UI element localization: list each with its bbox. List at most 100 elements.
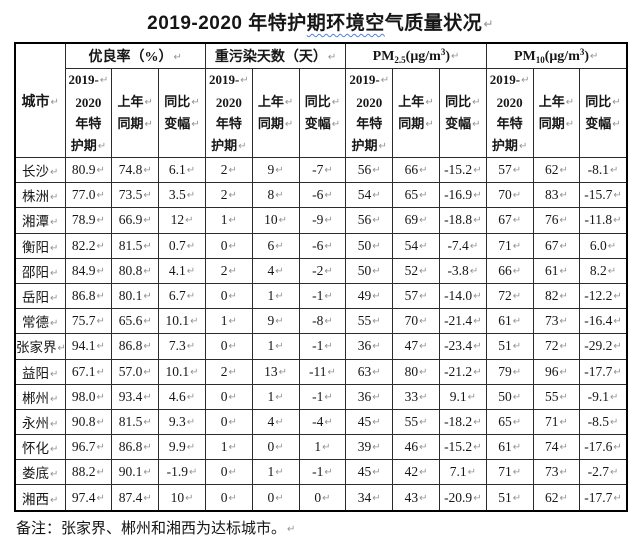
cell-value: 94.1↵ — [64, 333, 113, 360]
paragraph-mark: ↵ — [143, 215, 152, 227]
paragraph-mark: ↵ — [143, 190, 152, 202]
cell-value: 80.8↵ — [111, 257, 160, 284]
cell-text: -7.4 — [447, 237, 469, 253]
cell-text: 7.3 — [168, 338, 186, 354]
paragraph-mark: ↵ — [228, 265, 237, 277]
paragraph-mark: ↵ — [512, 265, 522, 277]
cell-city: 衡阳↵ — [14, 232, 66, 259]
cell-text: -21.2 — [444, 363, 473, 379]
cell-text: 变幅 — [585, 116, 612, 131]
paragraph-mark: ↵ — [50, 368, 59, 380]
cell-text: 83 — [544, 187, 559, 203]
cell-value: 0.7↵ — [158, 232, 206, 259]
cell-value: 67.1↵ — [64, 358, 113, 385]
cell-text: 3 — [440, 47, 446, 57]
table-row-益阳: 益阳↵ 67.1↵ 57.0↵ 10.1↵ 2↵ 13↵ -11↵ 63↵ 80↵ -21.2↵ 7… — [14, 358, 628, 385]
sub-header-pm10-yoy-change: 同比↵ 变幅↵ — [579, 68, 628, 158]
paragraph-mark: ↵ — [419, 291, 428, 303]
cell-value: 73↵ — [532, 459, 581, 486]
cell-value: 0↵ — [204, 282, 253, 310]
cell-text: 衡阳 — [22, 239, 50, 255]
cell-value: 62↵ — [532, 156, 581, 184]
paragraph-mark: ↵ — [144, 96, 153, 108]
paragraph-mark: ↵ — [559, 416, 568, 428]
cell-text: 2020 — [496, 94, 523, 110]
paragraph-mark: ↵ — [228, 391, 237, 403]
paragraph-mark: ↵ — [613, 442, 622, 454]
paragraph-mark: ↵ — [240, 75, 249, 86]
paragraph-mark: ↵ — [185, 215, 194, 227]
cell-value: 96.7↵ — [64, 434, 113, 461]
cell-text: 0 — [267, 489, 275, 505]
paragraph-mark: ↵ — [512, 190, 522, 202]
paragraph-mark: ↵ — [324, 416, 333, 428]
cell-value: -11.8↵ — [579, 207, 628, 234]
paragraph-mark: ↵ — [559, 467, 568, 479]
table-row-怀化: 怀化↵ 96.7↵ 86.8↵ 9.9↵ 1↵ 0↵ 1↵ 39↵ 46↵ -15.2↵ 61↵ 74… — [14, 434, 628, 461]
cell-value: 65.6↵ — [111, 308, 160, 335]
cell-text: 邵阳 — [22, 264, 50, 280]
cell-text: 46 — [404, 439, 419, 455]
cell-text: 株洲 — [22, 189, 50, 205]
sub-header-pm25-special-period: 2019-↵ 2020 年特 护期↵ — [345, 68, 394, 158]
paragraph-mark: ↵ — [331, 119, 341, 130]
cell-city: 娄底↵ — [14, 459, 66, 486]
cell-value: 81.5↵ — [111, 408, 160, 436]
cell-value: -17.7↵ — [579, 484, 628, 512]
title-text-post: 气质量状况 — [384, 13, 483, 34]
cell-value: 66↵ — [485, 257, 534, 284]
paragraph-mark: ↵ — [473, 492, 482, 504]
cell-text: 6.7 — [168, 288, 186, 304]
cell-text: 66.9 — [118, 212, 143, 228]
cell-text: -11.8 — [584, 212, 613, 228]
paragraph-mark: ↵ — [50, 267, 59, 279]
cell-text: 82 — [544, 288, 559, 304]
cell-value: -6↵ — [298, 182, 347, 209]
paragraph-mark: ↵ — [372, 366, 381, 378]
paragraph-mark: ↵ — [419, 265, 428, 277]
paragraph-mark: ↵ — [419, 366, 428, 378]
paragraph-mark: ↵ — [559, 391, 568, 403]
cell-text: -4 — [312, 413, 324, 429]
cell-text: -15.7 — [584, 187, 613, 203]
cell-value: -17.6↵ — [579, 434, 628, 461]
paragraph-mark: ↵ — [372, 442, 381, 454]
paragraph-mark: ↵ — [228, 291, 237, 303]
cell-text: 年特 — [75, 116, 102, 131]
paragraph-mark: ↵ — [512, 366, 522, 378]
cell-text: 1 — [220, 212, 228, 228]
cell-value: 97.4↵ — [64, 484, 113, 512]
cell-text: 33 — [404, 388, 419, 404]
sub-header-heavy-pollution-days-yoy-change: 同比↵ 变幅↵ — [298, 68, 347, 158]
cell-text: 10.1 — [165, 363, 190, 379]
cell-text: 42 — [404, 464, 419, 480]
paragraph-mark: ↵ — [473, 190, 482, 202]
cell-text: 护期 — [211, 137, 238, 153]
cell-text: 55 — [357, 313, 372, 329]
cell-text: 1 — [267, 288, 275, 304]
sub-header-pm10-special-period: 2019-↵ 2020 年特 护期↵ — [485, 68, 534, 158]
cell-text: 75.7 — [71, 313, 96, 329]
cell-value: 0↵ — [251, 434, 300, 461]
cell-value: 10↵ — [158, 484, 206, 512]
paragraph-mark: ↵ — [50, 167, 59, 179]
cell-value: 1↵ — [204, 434, 253, 461]
cell-value: 0↵ — [298, 484, 347, 512]
paragraph-mark: ↵ — [425, 119, 434, 130]
paragraph-mark: ↵ — [50, 242, 59, 254]
cell-text: 66 — [404, 162, 419, 178]
cell-city: 岳阳↵ — [14, 282, 66, 310]
cell-value: -4↵ — [298, 408, 347, 436]
paragraph-mark: ↵ — [324, 391, 333, 403]
cell-text: 86.8 — [71, 288, 96, 304]
cell-text: 57.0 — [118, 363, 143, 379]
cell-text: 2019- — [68, 72, 99, 87]
cell-value: -3.8↵ — [438, 257, 487, 284]
cell-text: 50 — [498, 388, 512, 404]
cell-value: -16.4↵ — [579, 308, 628, 335]
cell-value: -1↵ — [298, 459, 347, 486]
paragraph-mark: ↵ — [419, 240, 428, 252]
cell-city: 怀化↵ — [14, 434, 66, 461]
paragraph-mark: ↵ — [609, 416, 619, 428]
paragraph-mark: ↵ — [228, 190, 237, 202]
